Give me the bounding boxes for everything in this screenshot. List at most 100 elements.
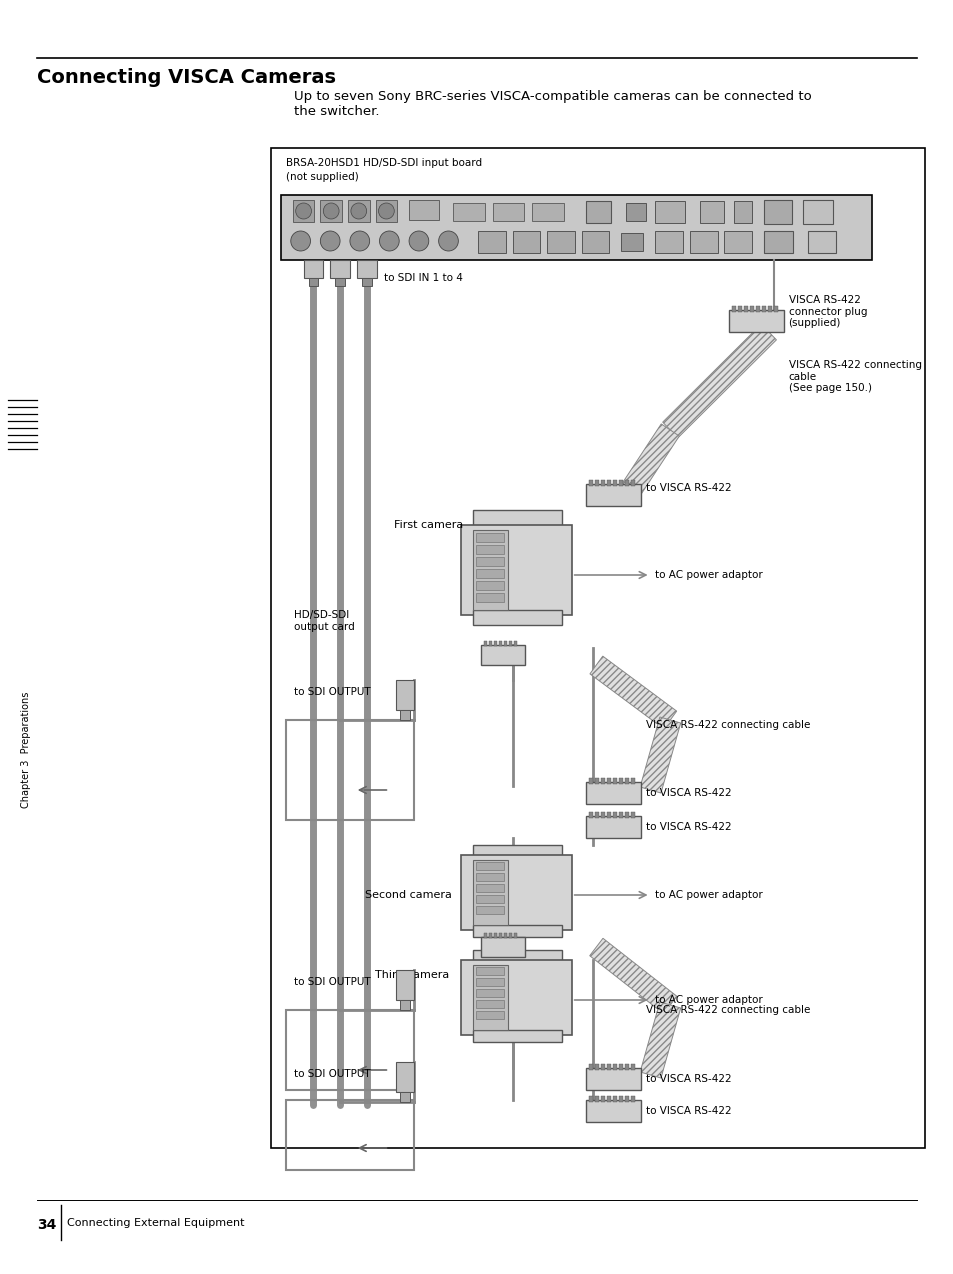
Bar: [399, 710, 410, 720]
Bar: [630, 480, 634, 485]
Bar: [280, 195, 871, 260]
Text: VISCA RS-422 connecting cable: VISCA RS-422 connecting cable: [645, 720, 809, 730]
Text: Up to seven Sony BRC-series VISCA-compatible cameras can be connected to
the swi: Up to seven Sony BRC-series VISCA-compat…: [294, 90, 811, 118]
Polygon shape: [662, 324, 776, 438]
Bar: [689, 231, 717, 254]
Bar: [738, 306, 741, 312]
Polygon shape: [589, 656, 676, 729]
Bar: [513, 641, 516, 646]
Polygon shape: [621, 424, 679, 496]
Bar: [476, 533, 503, 541]
Bar: [303, 260, 323, 278]
Bar: [600, 812, 604, 818]
Bar: [732, 306, 736, 312]
Bar: [589, 1064, 593, 1070]
Bar: [286, 1099, 414, 1170]
Text: to VISCA RS-422: to VISCA RS-422: [645, 483, 731, 493]
Circle shape: [351, 203, 366, 219]
Bar: [589, 778, 593, 784]
Bar: [483, 641, 486, 646]
Bar: [767, 306, 771, 312]
Bar: [743, 306, 747, 312]
Bar: [476, 873, 503, 882]
Bar: [595, 1096, 598, 1102]
Bar: [595, 778, 598, 784]
Text: to AC power adaptor: to AC power adaptor: [655, 569, 762, 580]
Bar: [807, 231, 835, 254]
Bar: [461, 525, 571, 615]
Bar: [655, 201, 684, 223]
Text: Third camera: Third camera: [375, 970, 448, 980]
Bar: [655, 231, 682, 254]
Bar: [625, 203, 645, 220]
Bar: [476, 978, 503, 986]
Circle shape: [323, 203, 338, 219]
Bar: [356, 260, 376, 278]
Bar: [630, 812, 634, 818]
Bar: [624, 1064, 628, 1070]
Bar: [618, 778, 622, 784]
Bar: [395, 1063, 414, 1092]
Bar: [546, 231, 574, 254]
Bar: [476, 1012, 503, 1019]
Text: to VISCA RS-422: to VISCA RS-422: [645, 1074, 731, 1084]
Text: Second camera: Second camera: [364, 891, 451, 899]
Bar: [473, 530, 507, 610]
Bar: [749, 306, 753, 312]
Bar: [494, 641, 497, 646]
Bar: [399, 1000, 410, 1010]
Bar: [473, 964, 507, 1029]
Bar: [723, 231, 751, 254]
Bar: [773, 306, 777, 312]
Bar: [630, 1064, 634, 1070]
Bar: [461, 855, 571, 930]
Bar: [286, 1010, 414, 1091]
Bar: [613, 812, 617, 818]
Bar: [308, 278, 318, 285]
Bar: [620, 233, 642, 251]
Bar: [613, 1096, 617, 1102]
Polygon shape: [639, 717, 680, 792]
Bar: [498, 641, 501, 646]
Circle shape: [295, 203, 311, 219]
Text: Connecting VISCA Cameras: Connecting VISCA Cameras: [37, 68, 336, 87]
Bar: [473, 510, 561, 530]
Polygon shape: [589, 938, 677, 1014]
Bar: [330, 260, 350, 278]
Bar: [461, 961, 571, 1034]
Bar: [488, 933, 492, 938]
Bar: [589, 1096, 593, 1102]
Bar: [581, 231, 609, 254]
Bar: [600, 1064, 604, 1070]
Text: VISCA RS-422 connecting cable: VISCA RS-422 connecting cable: [645, 1005, 809, 1015]
Bar: [271, 148, 923, 1148]
Bar: [483, 933, 486, 938]
Bar: [586, 484, 640, 506]
Circle shape: [379, 231, 398, 251]
Bar: [624, 812, 628, 818]
Bar: [480, 936, 525, 957]
Bar: [476, 557, 503, 566]
Bar: [729, 310, 782, 333]
Bar: [606, 812, 611, 818]
Text: to SDI OUTPUT: to SDI OUTPUT: [294, 1069, 370, 1079]
Bar: [488, 641, 492, 646]
Bar: [293, 200, 314, 222]
Text: to VISCA RS-422: to VISCA RS-422: [645, 1106, 731, 1116]
Text: Connecting External Equipment: Connecting External Equipment: [67, 1218, 244, 1228]
Bar: [618, 1096, 622, 1102]
Text: VISCA RS-422 connecting
cable
(See page 150.): VISCA RS-422 connecting cable (See page …: [788, 361, 921, 394]
Text: HD/SD-SDI
output card: HD/SD-SDI output card: [294, 610, 355, 632]
Bar: [476, 1000, 503, 1008]
Bar: [476, 896, 503, 903]
Bar: [586, 1068, 640, 1091]
Bar: [503, 933, 506, 938]
Bar: [586, 201, 611, 223]
Polygon shape: [639, 1001, 680, 1078]
Bar: [503, 641, 506, 646]
Bar: [473, 845, 561, 859]
Bar: [613, 778, 617, 784]
Bar: [399, 1092, 410, 1102]
Bar: [600, 480, 604, 485]
Bar: [409, 200, 438, 220]
